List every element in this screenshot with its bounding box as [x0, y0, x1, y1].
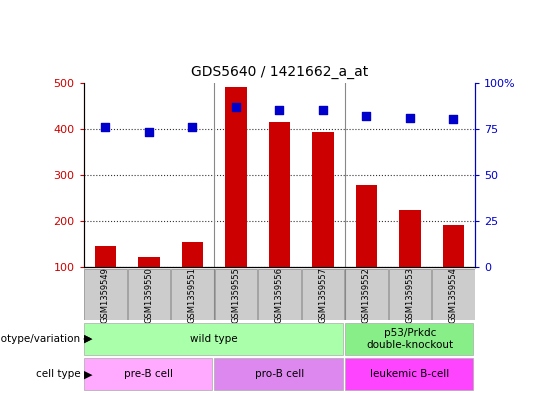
Bar	[432, 269, 475, 320]
Title: GDS5640 / 1421662_a_at: GDS5640 / 1421662_a_at	[191, 65, 368, 79]
Text: GSM1359549: GSM1359549	[101, 267, 110, 323]
Bar	[171, 269, 214, 320]
Bar	[225, 87, 247, 267]
Bar	[84, 323, 342, 355]
Bar	[258, 269, 301, 320]
Point	[145, 129, 153, 136]
Bar	[94, 246, 116, 267]
Point	[319, 107, 327, 113]
Text: wild type: wild type	[191, 334, 238, 344]
Text: GSM1359554: GSM1359554	[449, 267, 458, 323]
Text: GSM1359551: GSM1359551	[188, 267, 197, 323]
Point	[449, 116, 458, 123]
Text: pro-B cell: pro-B cell	[255, 369, 304, 379]
Point	[101, 124, 110, 130]
Text: GSM1359550: GSM1359550	[145, 267, 153, 323]
Bar	[214, 269, 257, 320]
Bar	[138, 257, 160, 267]
Text: p53/Prkdc
double-knockout: p53/Prkdc double-knockout	[366, 328, 454, 350]
Point	[232, 103, 240, 110]
Text: leukemic B-cell: leukemic B-cell	[370, 369, 450, 379]
Text: genotype/variation: genotype/variation	[0, 334, 81, 344]
Text: cell type: cell type	[36, 369, 81, 379]
Text: GSM1359557: GSM1359557	[319, 267, 327, 323]
Point	[275, 107, 284, 113]
Text: GSM1359553: GSM1359553	[406, 267, 415, 323]
Bar	[345, 358, 473, 390]
Bar	[345, 269, 388, 320]
Bar	[312, 132, 334, 267]
Point	[362, 113, 371, 119]
Text: GSM1359556: GSM1359556	[275, 267, 284, 323]
Text: ▶: ▶	[84, 369, 92, 379]
Bar	[443, 225, 464, 267]
Bar	[355, 185, 377, 267]
Point	[406, 114, 414, 121]
Bar	[84, 358, 212, 390]
Bar	[127, 269, 170, 320]
Bar	[389, 269, 431, 320]
Text: ▶: ▶	[84, 334, 92, 344]
Bar	[84, 269, 127, 320]
Text: pre-B cell: pre-B cell	[124, 369, 173, 379]
Bar	[268, 122, 291, 267]
Bar	[214, 358, 342, 390]
Text: GSM1359552: GSM1359552	[362, 267, 371, 323]
Text: GSM1359555: GSM1359555	[232, 267, 240, 323]
Bar	[302, 269, 345, 320]
Bar	[345, 323, 473, 355]
Bar	[181, 242, 204, 267]
Point	[188, 124, 197, 130]
Bar	[399, 209, 421, 267]
